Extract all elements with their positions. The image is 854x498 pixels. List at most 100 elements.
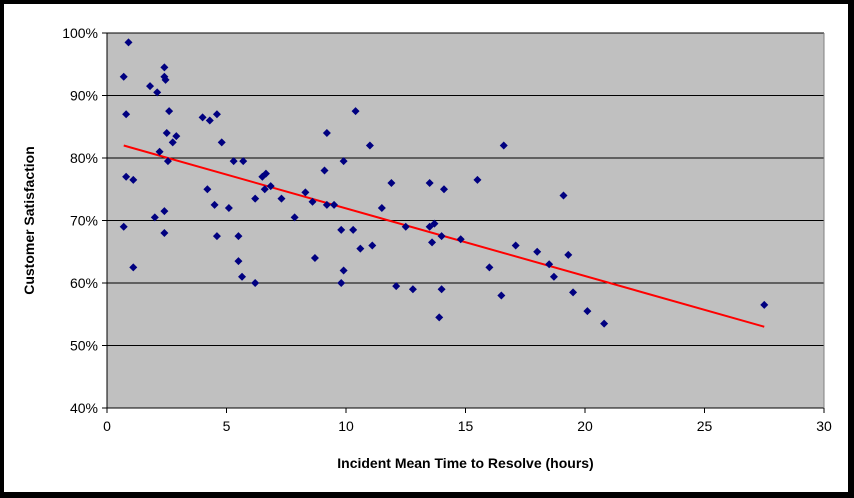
data-point bbox=[533, 247, 542, 256]
data-point bbox=[160, 63, 169, 72]
data-point bbox=[205, 116, 214, 125]
data-point bbox=[365, 141, 374, 150]
data-point bbox=[511, 241, 520, 250]
y-tick-label: 50% bbox=[70, 338, 98, 354]
data-point bbox=[600, 319, 609, 328]
data-point bbox=[330, 200, 339, 209]
data-point bbox=[499, 141, 508, 150]
data-point bbox=[377, 204, 386, 212]
data-point bbox=[437, 285, 446, 294]
data-point bbox=[349, 225, 358, 234]
y-tick-label: 80% bbox=[70, 150, 98, 166]
data-point bbox=[119, 72, 128, 81]
data-points bbox=[119, 38, 769, 328]
data-point bbox=[229, 157, 238, 166]
x-tick-label: 10 bbox=[338, 418, 354, 434]
data-point bbox=[545, 260, 554, 269]
data-point bbox=[261, 169, 270, 178]
data-point bbox=[351, 107, 360, 116]
data-point bbox=[160, 229, 169, 237]
data-point bbox=[168, 138, 177, 147]
data-point bbox=[310, 254, 319, 262]
data-point bbox=[150, 213, 159, 222]
data-point bbox=[198, 113, 207, 122]
data-point bbox=[277, 194, 286, 203]
data-point bbox=[146, 82, 155, 91]
x-tick-label: 0 bbox=[103, 418, 111, 434]
data-point bbox=[212, 232, 221, 241]
data-point bbox=[337, 279, 346, 287]
y-tick-label: 60% bbox=[70, 275, 98, 291]
data-point bbox=[161, 75, 170, 84]
data-point bbox=[122, 110, 131, 119]
data-point bbox=[172, 132, 181, 141]
data-point bbox=[239, 157, 248, 166]
data-point bbox=[401, 222, 410, 231]
data-point bbox=[356, 244, 365, 253]
axes bbox=[102, 32, 825, 413]
data-point bbox=[425, 179, 434, 187]
data-point bbox=[322, 129, 331, 137]
data-point bbox=[238, 272, 247, 281]
y-axis-title: Customer Satisfaction bbox=[21, 146, 37, 295]
data-point bbox=[320, 166, 329, 175]
data-point bbox=[473, 175, 482, 184]
data-point bbox=[428, 238, 437, 247]
data-point bbox=[439, 185, 448, 194]
data-point bbox=[234, 232, 243, 241]
data-point bbox=[153, 88, 162, 97]
data-point bbox=[266, 182, 275, 191]
data-point bbox=[456, 235, 465, 244]
data-point bbox=[583, 307, 592, 316]
data-point bbox=[437, 232, 446, 241]
y-tick-label: 100% bbox=[62, 25, 98, 41]
data-point bbox=[408, 285, 417, 294]
data-point bbox=[430, 219, 439, 228]
data-point bbox=[337, 225, 346, 234]
x-tick-label: 30 bbox=[816, 418, 832, 434]
data-point bbox=[339, 157, 348, 166]
data-point bbox=[760, 300, 769, 309]
data-point bbox=[387, 179, 396, 187]
y-tick-label: 40% bbox=[70, 400, 98, 416]
data-point bbox=[339, 266, 348, 275]
y-tick-labels: 40% 50% 60% 70% 80% 90% 100% bbox=[62, 25, 98, 416]
data-point bbox=[308, 197, 317, 206]
data-point bbox=[564, 250, 573, 259]
data-point bbox=[129, 175, 138, 184]
data-point bbox=[122, 172, 131, 181]
x-tick-label: 5 bbox=[223, 418, 231, 434]
data-point bbox=[119, 222, 128, 231]
x-tick-label: 15 bbox=[458, 418, 474, 434]
chart-frame: 0 5 10 15 20 25 30 40% 50% 60% 70% 80% 90% 100% Inci… bbox=[4, 4, 848, 492]
data-point bbox=[155, 147, 164, 156]
data-point bbox=[392, 282, 401, 291]
gridlines bbox=[107, 32, 824, 346]
x-axis-title: Incident Mean Time to Resolve (hours) bbox=[337, 455, 593, 471]
data-point bbox=[260, 185, 269, 194]
data-point bbox=[549, 272, 558, 281]
x-tick-label: 20 bbox=[577, 418, 593, 434]
scatter-chart: 0 5 10 15 20 25 30 40% 50% 60% 70% 80% 90% 100% Inci… bbox=[21, 25, 832, 471]
data-point bbox=[129, 263, 138, 272]
data-point bbox=[124, 38, 133, 47]
data-point bbox=[212, 110, 221, 119]
data-point bbox=[368, 241, 377, 250]
data-point bbox=[203, 185, 212, 194]
data-point bbox=[435, 313, 444, 322]
data-point bbox=[251, 194, 260, 203]
y-tick-label: 70% bbox=[70, 213, 98, 229]
data-point bbox=[290, 213, 299, 222]
data-point bbox=[569, 288, 578, 297]
data-point bbox=[234, 257, 243, 266]
data-point bbox=[163, 157, 172, 166]
data-point bbox=[559, 191, 568, 200]
data-point bbox=[165, 107, 174, 116]
data-point bbox=[210, 200, 219, 209]
data-point bbox=[301, 188, 310, 197]
data-point bbox=[251, 279, 260, 287]
x-tick-label: 25 bbox=[697, 418, 713, 434]
x-tick-labels: 0 5 10 15 20 25 30 bbox=[103, 418, 832, 434]
data-point bbox=[485, 263, 494, 272]
data-point bbox=[497, 291, 506, 300]
